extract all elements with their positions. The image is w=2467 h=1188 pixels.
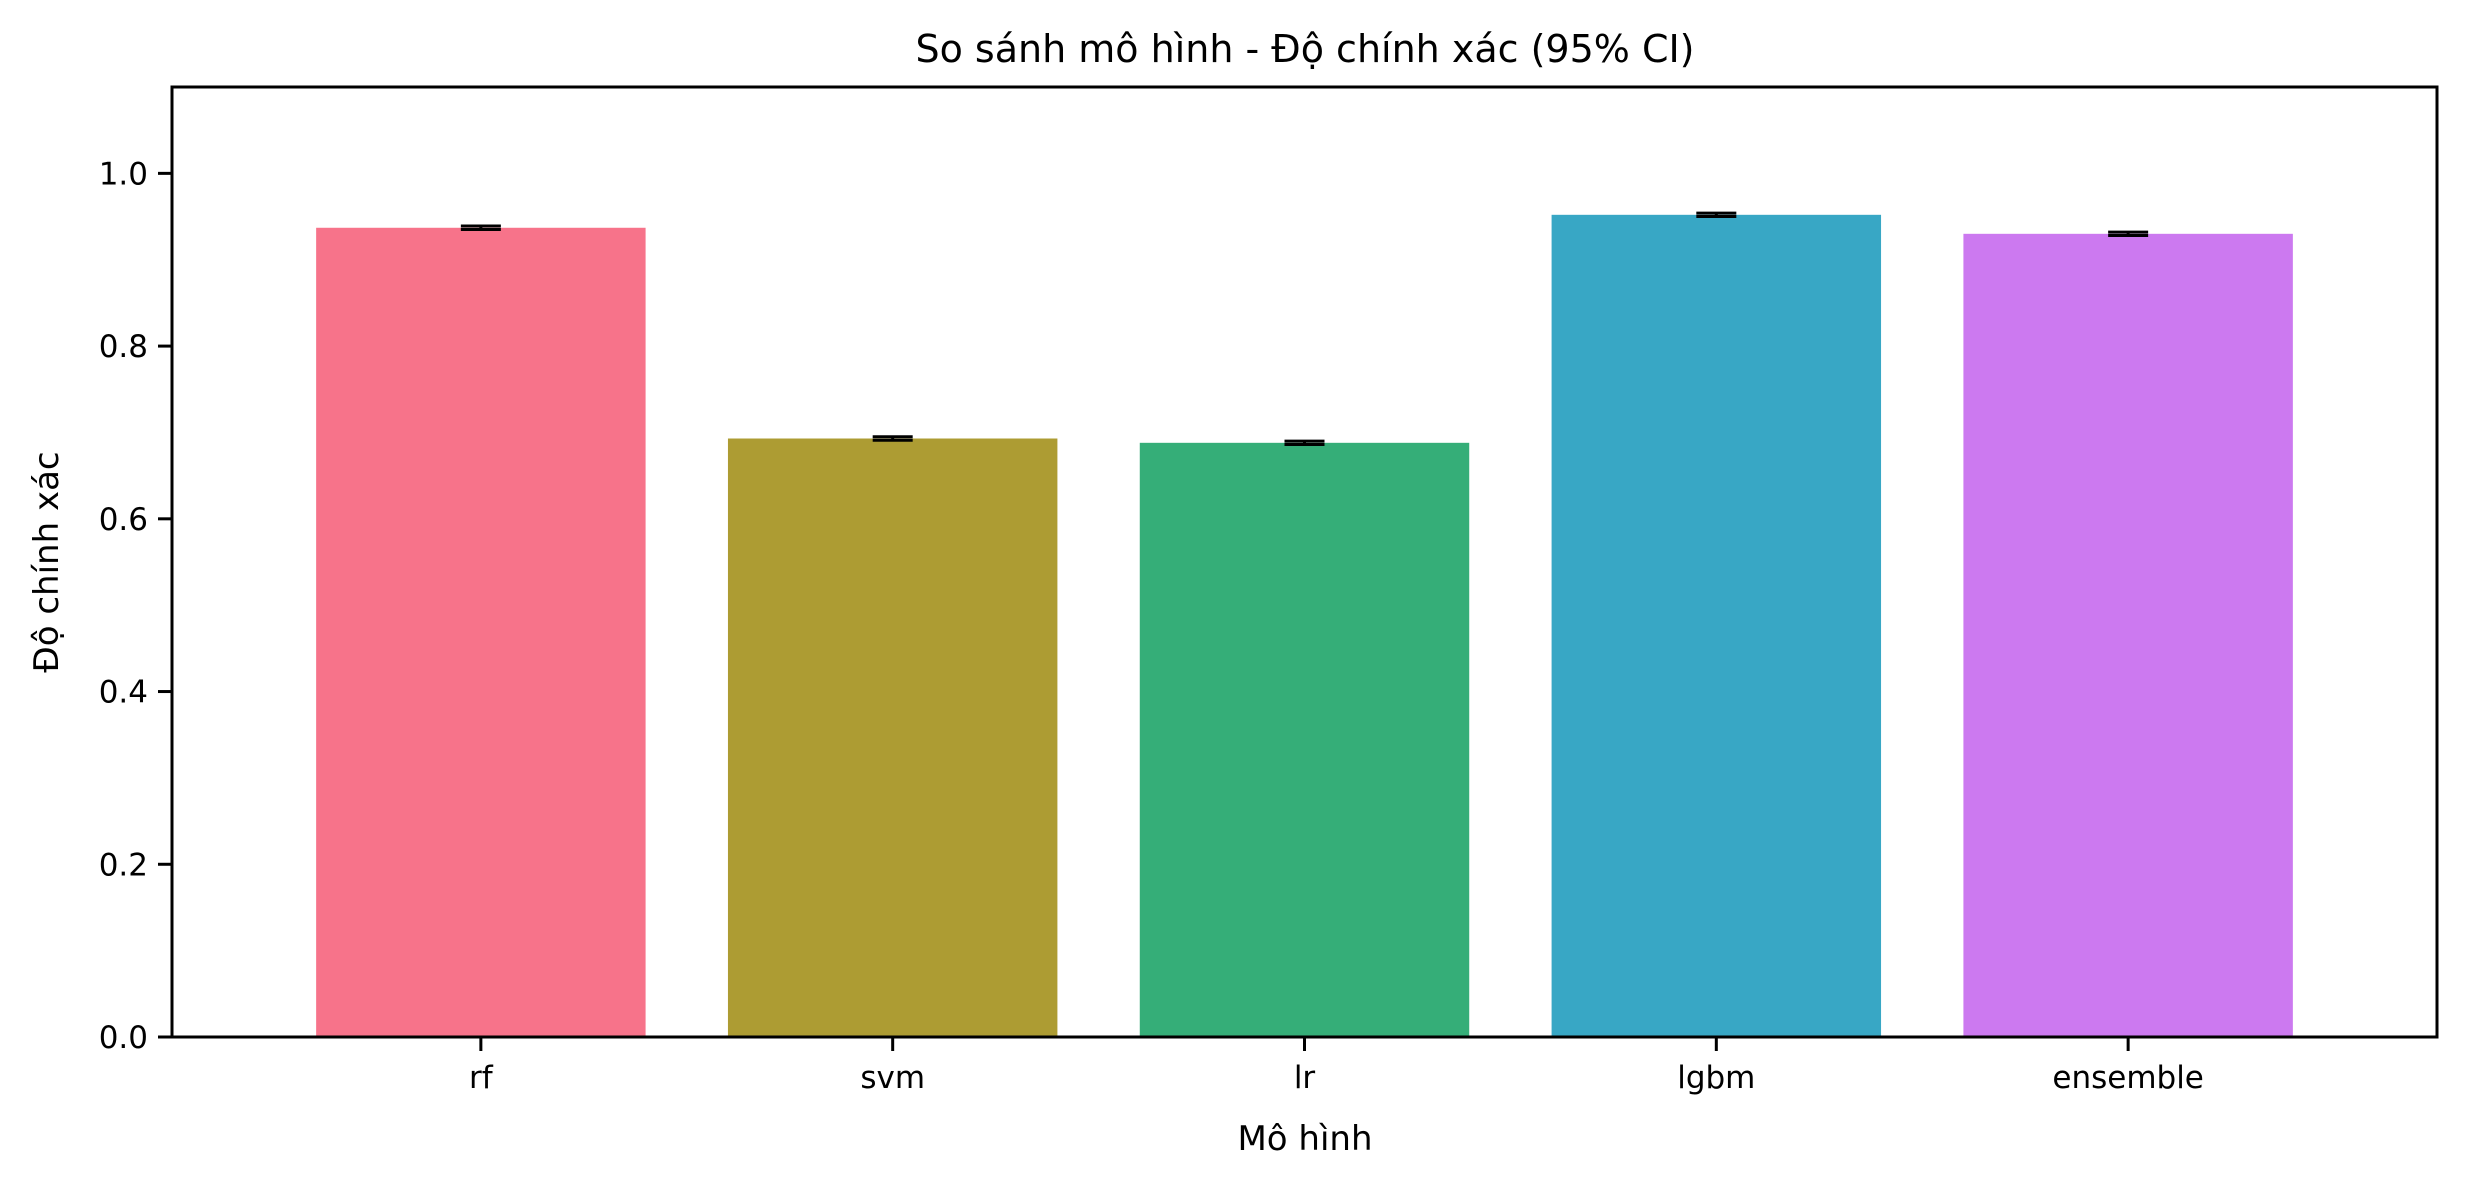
y-tick-label: 0.2 (99, 847, 148, 883)
bar-svm (727, 438, 1058, 1037)
bar-rf (316, 227, 646, 1038)
x-tick-label-lgbm: lgbm (1677, 1060, 1755, 1096)
bars-group (316, 214, 2293, 1038)
bar-ensemble (1963, 233, 2293, 1037)
y-axis-ticks: 0.0 0.2 0.4 0.6 0.8 1.0 (99, 156, 172, 1056)
bar-lr (1139, 442, 1470, 1037)
x-tick-label-lr: lr (1294, 1060, 1316, 1096)
y-tick-label: 0.8 (99, 329, 148, 365)
y-tick-label: 0.4 (99, 675, 148, 711)
y-tick-label: 0.0 (99, 1020, 148, 1056)
error-bars-group (460, 211, 2149, 447)
x-tick-label-ensemble: ensemble (2052, 1060, 2204, 1096)
y-tick-label: 0.6 (99, 502, 148, 538)
x-tick-label-svm: svm (860, 1060, 925, 1096)
chart-title: So sánh mô hình - Độ chính xác (95% CI) (915, 27, 1694, 71)
x-axis-title: Mô hình (1237, 1119, 1372, 1159)
y-tick-label: 1.0 (99, 156, 148, 192)
y-axis-title: Độ chính xác (27, 451, 67, 672)
x-tick-label-rf: rf (469, 1060, 494, 1096)
bar-lgbm (1551, 214, 1882, 1037)
x-axis-ticks: rf svm lr lgbm ensemble (469, 1037, 2204, 1096)
